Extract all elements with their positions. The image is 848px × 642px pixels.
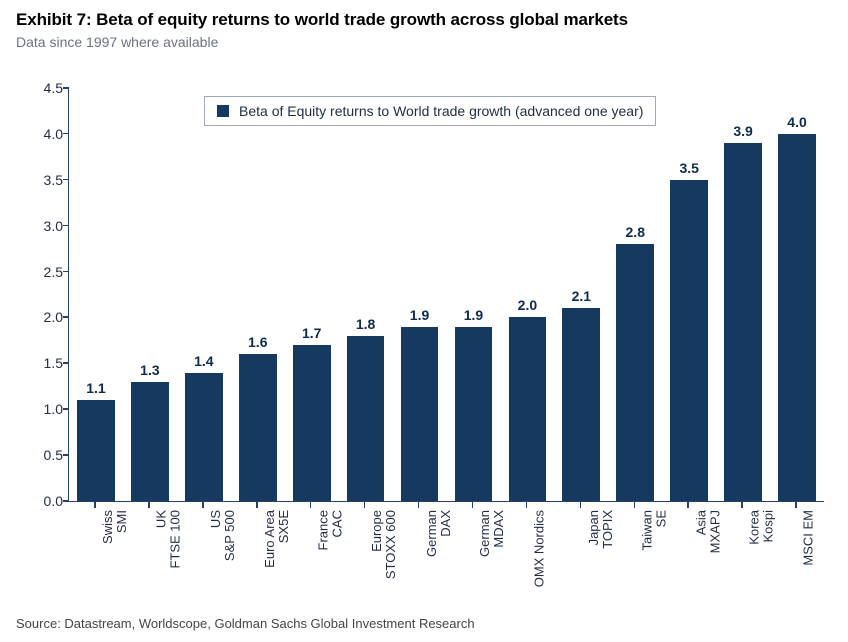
x-tick-label: German DAX (425, 510, 453, 557)
x-tick-label: OMX Nordics (532, 510, 546, 587)
x-tick (526, 502, 528, 508)
legend: Beta of Equity returns to World trade gr… (204, 96, 656, 126)
bar-value-label: 2.0 (518, 297, 537, 313)
x-tick (741, 502, 743, 508)
bar: 2.0 (509, 317, 547, 501)
bar-value-label: 1.4 (194, 353, 213, 369)
bar-value-label: 4.0 (787, 114, 806, 130)
bar: 1.6 (239, 354, 277, 501)
y-tick-label: 1.5 (29, 355, 63, 371)
bar: 2.1 (562, 308, 600, 501)
bar: 1.9 (401, 327, 439, 501)
chart-source: Source: Datastream, Worldscope, Goldman … (16, 616, 475, 631)
x-tick-label: Asia MXAPJ (694, 510, 722, 553)
x-tick-label: France CAC (317, 510, 345, 550)
x-tick (94, 502, 96, 508)
bar-value-label: 1.9 (464, 307, 483, 323)
bar: 1.7 (293, 345, 331, 501)
y-tick-label: 0.0 (29, 493, 63, 509)
chart-title: Exhibit 7: Beta of equity returns to wor… (16, 10, 628, 30)
bar: 1.4 (185, 373, 223, 501)
plot-area: 1.1 1.3 1.4 1.6 1.7 1.8 1.9 1.9 2.0 2.1 2.8 3.5 3.9 4… (68, 88, 824, 502)
bar-value-label: 1.6 (248, 334, 267, 350)
x-tick-label: Swiss SMI (101, 510, 129, 544)
y-tick-label: 1.0 (29, 401, 63, 417)
legend-label: Beta of Equity returns to World trade gr… (239, 103, 643, 119)
x-tick-label: Euro Area SX5E (263, 510, 291, 568)
legend-swatch (217, 105, 229, 117)
bar: 4.0 (778, 134, 816, 501)
x-tick-label: German MDAX (478, 510, 506, 557)
bar-value-label: 1.3 (140, 362, 159, 378)
x-tick (202, 502, 204, 508)
bar-value-label: 1.9 (410, 307, 429, 323)
x-tick-label: MSCI EM (802, 510, 816, 566)
y-tick-label: 0.5 (29, 447, 63, 463)
x-tick (310, 502, 312, 508)
chart-area: 1.1 1.3 1.4 1.6 1.7 1.8 1.9 1.9 2.0 2.1 2.8 3.5 3.9 4… (16, 70, 832, 602)
x-tick-label: UK FTSE 100 (155, 510, 183, 569)
x-tick (148, 502, 150, 508)
x-tick-label: Europe STOXX 600 (371, 510, 399, 579)
x-axis-area: Swiss SMI UK FTSE 100 US S&P 500 Euro Area … (68, 502, 824, 602)
bar-value-label: 3.5 (679, 160, 698, 176)
y-tick-label: 3.0 (29, 218, 63, 234)
x-tick (472, 502, 474, 508)
bar: 1.9 (455, 327, 493, 501)
bars-group: 1.1 1.3 1.4 1.6 1.7 1.8 1.9 1.9 2.0 2.1 2.8 3.5 3.9 4… (69, 88, 824, 501)
bar-value-label: 1.8 (356, 316, 375, 332)
x-tick-label: Korea Kospi (748, 510, 776, 545)
y-tick-label: 4.5 (29, 80, 63, 96)
y-tick-label: 2.5 (29, 264, 63, 280)
y-tick-label: 4.0 (29, 126, 63, 142)
x-tick (795, 502, 797, 508)
bar: 3.5 (670, 180, 708, 501)
x-tick-label: Japan TOPIX (586, 510, 614, 549)
x-tick (418, 502, 420, 508)
x-tick-label: US S&P 500 (209, 510, 237, 561)
y-tick-label: 2.0 (29, 309, 63, 325)
chart-subtitle: Data since 1997 where available (16, 34, 218, 50)
bar: 1.1 (77, 400, 115, 501)
x-tick (687, 502, 689, 508)
bar: 1.8 (347, 336, 385, 501)
x-tick (364, 502, 366, 508)
bar-value-label: 2.8 (626, 224, 645, 240)
bar-value-label: 2.1 (572, 288, 591, 304)
bar: 2.8 (616, 244, 654, 501)
bar: 3.9 (724, 143, 762, 501)
bar-value-label: 3.9 (733, 123, 752, 139)
bar-value-label: 1.7 (302, 325, 321, 341)
x-tick (256, 502, 258, 508)
x-tick (634, 502, 636, 508)
bar: 1.3 (131, 382, 169, 501)
bar-value-label: 1.1 (86, 380, 105, 396)
x-tick-label: Taiwan SE (640, 510, 668, 550)
y-tick-label: 3.5 (29, 172, 63, 188)
x-tick (580, 502, 582, 508)
